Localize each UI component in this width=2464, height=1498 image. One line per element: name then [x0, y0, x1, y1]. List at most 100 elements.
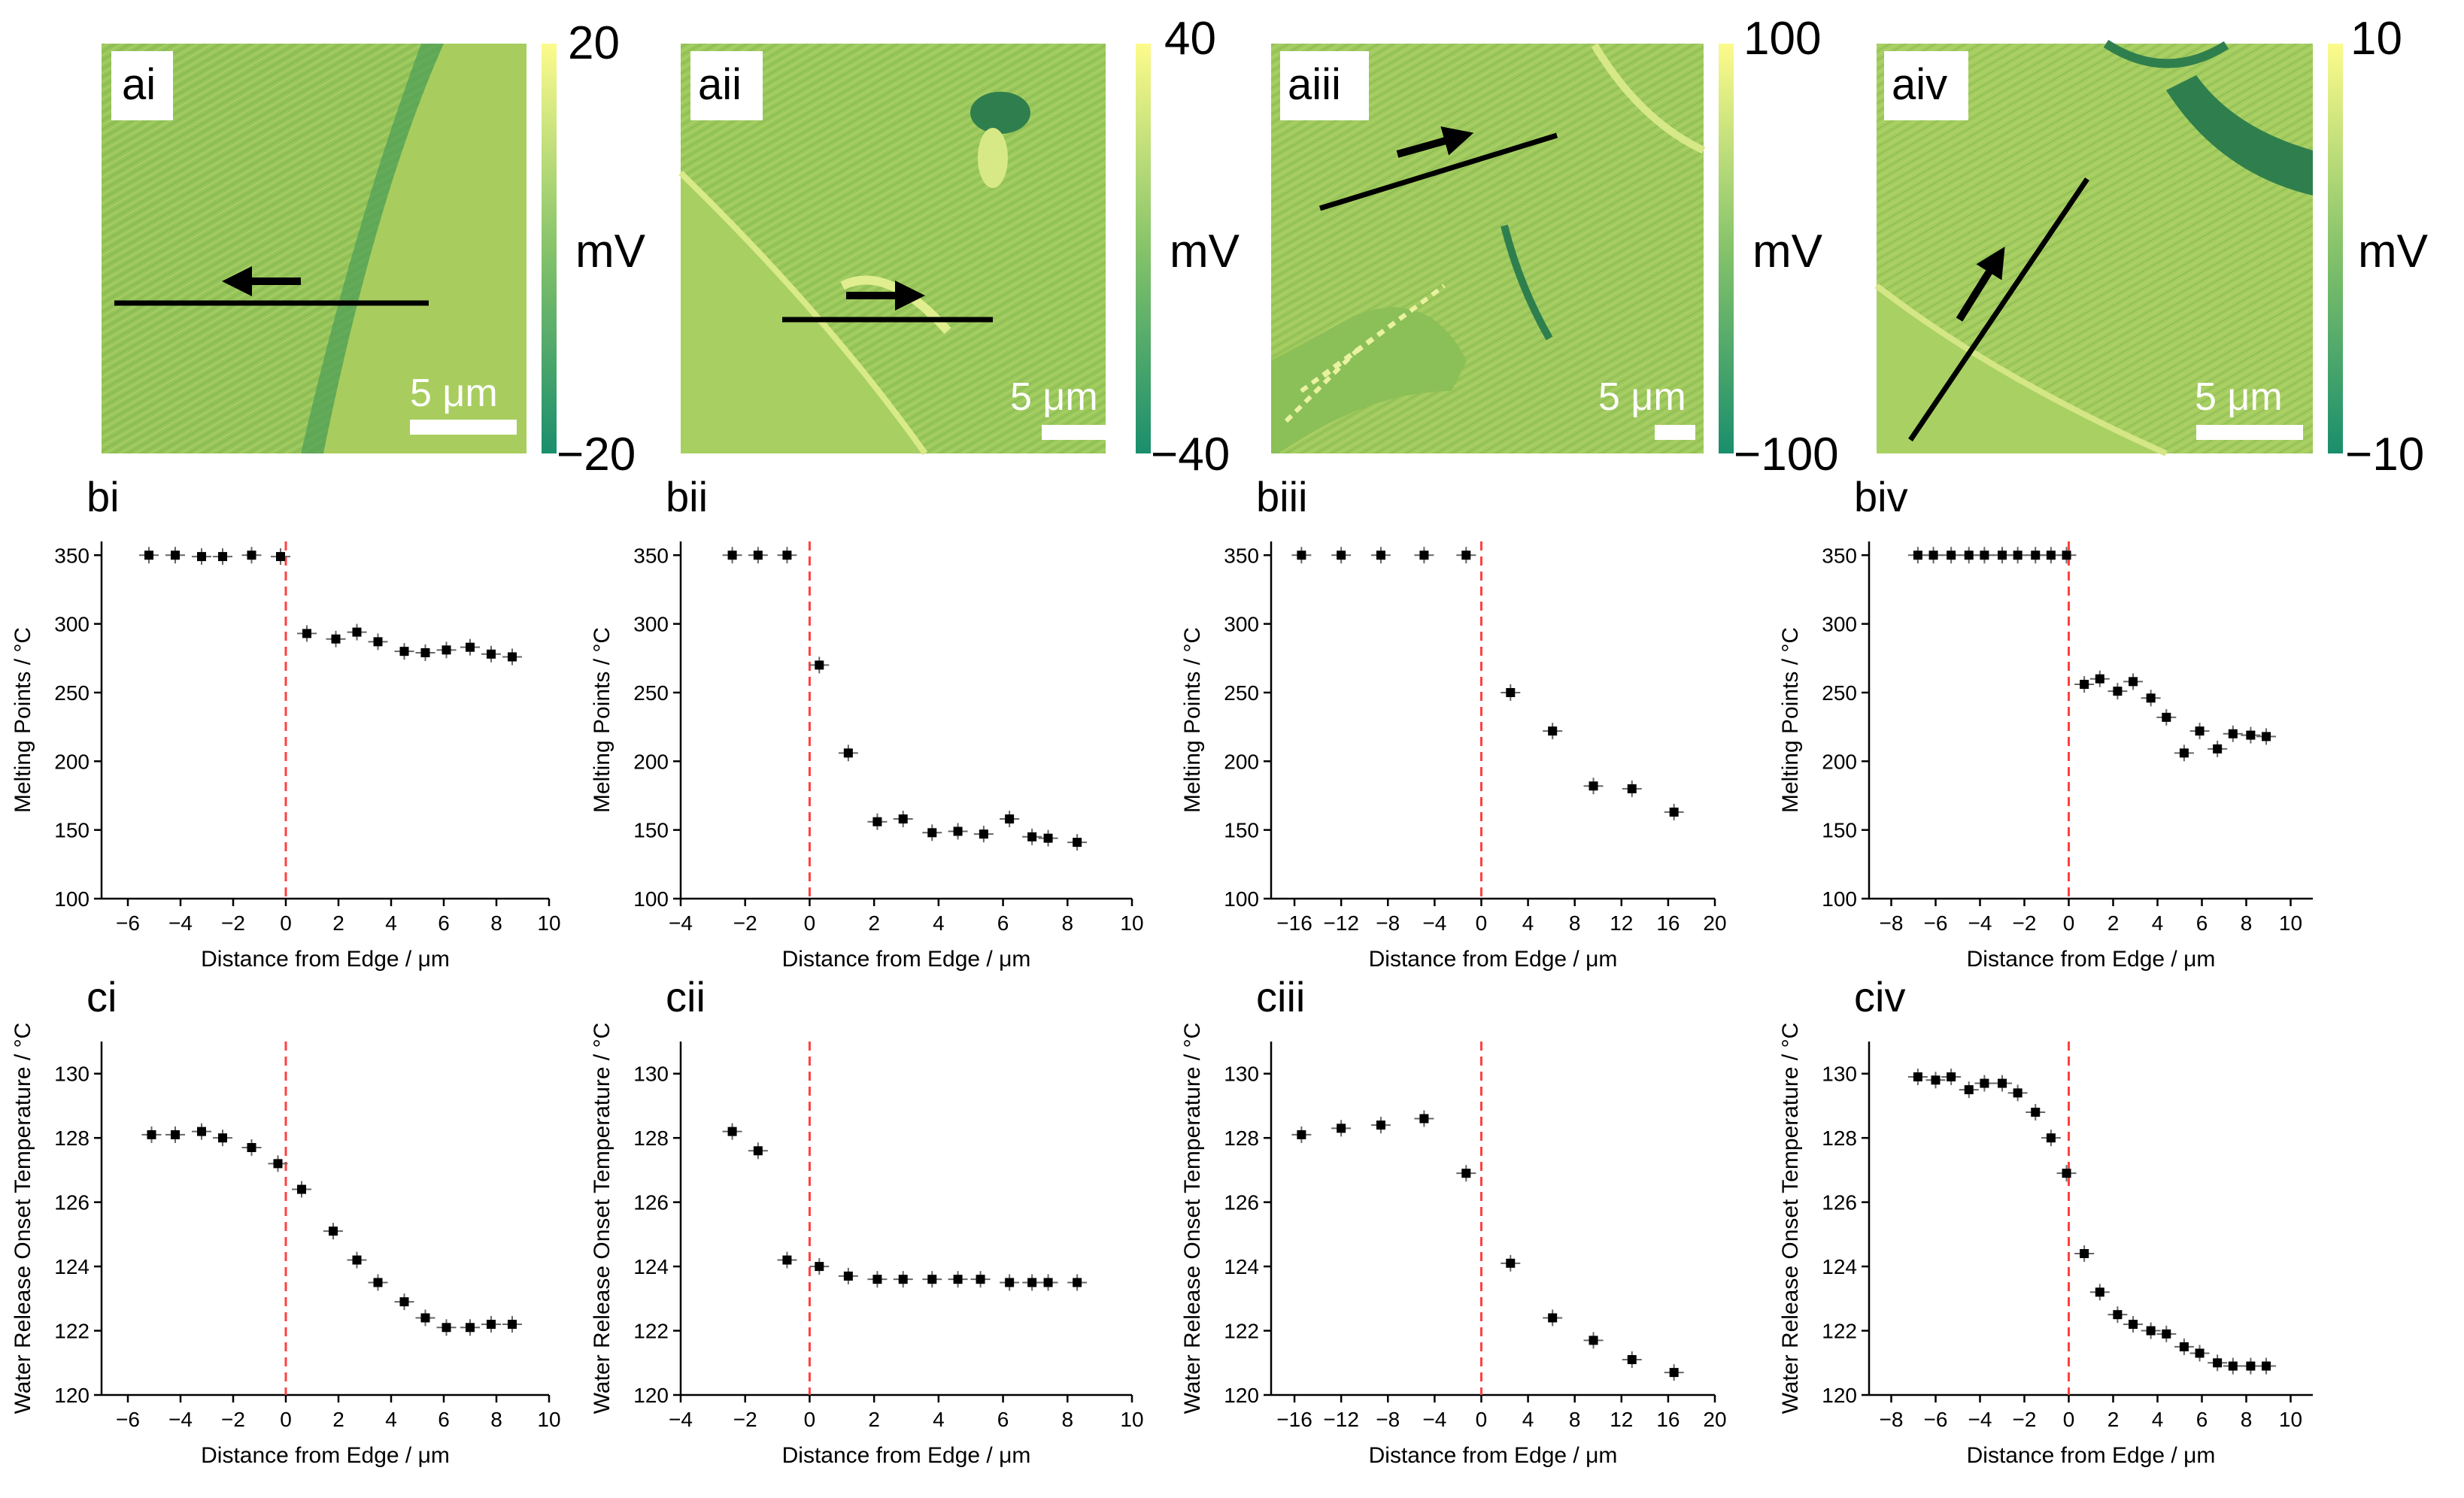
x-tick-label: 16 [1656, 1408, 1680, 1431]
colorbar-min: −40 [1151, 429, 1230, 481]
data-point [1589, 1336, 1598, 1345]
data-point [218, 552, 227, 562]
panel-label-ci: ci [86, 973, 117, 1020]
x-tick-label: 10 [537, 1408, 560, 1431]
x-tick-label: −4 [1422, 1408, 1446, 1431]
data-point [1376, 1120, 1385, 1130]
x-axis-label: Distance from Edge / μm [1967, 947, 2216, 972]
data-point [953, 1275, 963, 1284]
data-point [1913, 550, 1922, 560]
y-tick-label: 300 [1224, 613, 1259, 636]
data-point [2213, 744, 2223, 754]
x-tick-label: 6 [997, 911, 1009, 935]
x-tick-label: 20 [1703, 1408, 1726, 1431]
y-tick-label: 122 [633, 1320, 669, 1343]
chart-cii: cii −4 −2 0 2 4 6 8 10 120 122 124 126 128 130 Distance… [590, 973, 1144, 1468]
data-point [2113, 1310, 2123, 1320]
y-axis-label: Water Release Onset Temperature / °C [1778, 1023, 1803, 1415]
x-tick-label: 4 [1522, 1408, 1534, 1431]
x-tick-label: −4 [669, 1408, 693, 1431]
x-tick-label: 6 [438, 911, 450, 935]
x-tick-label: 8 [490, 911, 502, 935]
data-point [1419, 550, 1429, 560]
x-tick-label: 12 [1610, 1408, 1633, 1431]
data-point [2246, 730, 2256, 740]
x-tick-label: −8 [1376, 911, 1400, 935]
y-tick-label: 122 [54, 1320, 90, 1343]
chart-bi: bi −6 −4 −2 0 2 4 6 8 10 100 150 200 250 300 350 Distanc… [11, 473, 561, 972]
charts: bi−6 −4 −2 0 2 4 6 8 10100150200250300350Distanc… [11, 473, 2313, 1468]
x-tick-label: −2 [733, 911, 757, 935]
data-point [979, 829, 988, 839]
data-point [273, 1159, 283, 1169]
data-point [1043, 833, 1053, 843]
data-point [2262, 732, 2271, 741]
data-point [815, 660, 824, 670]
data-point [442, 1323, 451, 1333]
x-tick-label: 0 [804, 911, 816, 935]
data-point [1669, 1368, 1679, 1378]
panel-label-aii: aii [698, 60, 742, 109]
x-tick-label: 2 [2107, 911, 2120, 935]
x-tick-label: 8 [1569, 911, 1581, 935]
x-tick-label: 0 [1476, 911, 1488, 935]
data-point [508, 1320, 517, 1329]
x-tick-label: 10 [537, 911, 560, 935]
data-point [2162, 712, 2171, 722]
x-tick-label: −4 [1968, 1408, 1992, 1431]
data-point [2179, 748, 2189, 758]
data-point [1980, 1078, 1989, 1088]
data-point [1337, 550, 1346, 560]
data-point [1928, 550, 1938, 560]
y-tick-label: 100 [1224, 887, 1259, 911]
x-axis-label: Distance from Edge / μm [782, 1443, 1031, 1468]
data-point [2031, 1108, 2041, 1117]
chart-ci: ci −6 −4 −2 0 2 4 6 8 10 120 122 124 126 128 130 Distanc… [11, 973, 561, 1468]
x-tick-label: −4 [1422, 911, 1446, 935]
y-tick-label: 200 [633, 750, 669, 773]
scale-label: 5 μm [1010, 375, 1098, 419]
data-point [2195, 1348, 2205, 1358]
y-axis-label: Melting Points / °C [11, 627, 35, 813]
data-point [1005, 814, 1015, 824]
data-point [1506, 687, 1516, 697]
x-tick-label: 4 [1522, 911, 1534, 935]
x-tick-label: −4 [1968, 911, 1992, 935]
scale-label: 5 μm [410, 371, 498, 415]
y-tick-label: 100 [54, 887, 90, 911]
data-point [2228, 1361, 2238, 1371]
data-point [1461, 550, 1471, 560]
image-ai: ai 5 μm 20 mV −20 [102, 17, 646, 481]
data-point [1506, 1258, 1516, 1268]
colorbar [1719, 44, 1734, 453]
x-tick-label: 8 [1061, 911, 1073, 935]
x-tick-label: 0 [2063, 911, 2075, 935]
data-point [1947, 550, 1956, 560]
scale-label: 5 μm [1598, 375, 1686, 419]
data-point [218, 1133, 227, 1143]
panel-label-bii: bii [666, 473, 708, 520]
x-axis-label: Distance from Edge / μm [782, 947, 1031, 972]
data-point [2062, 1169, 2071, 1178]
y-tick-label: 124 [633, 1255, 669, 1278]
y-tick-label: 250 [1224, 681, 1259, 705]
data-point [782, 550, 792, 560]
y-tick-label: 126 [1822, 1191, 1857, 1214]
x-tick-label: 10 [1120, 911, 1143, 935]
data-point [487, 1320, 496, 1329]
colorbar-max: 10 [2350, 13, 2402, 65]
data-point [2146, 693, 2156, 703]
y-tick-label: 150 [633, 819, 669, 842]
data-point [297, 1184, 306, 1194]
y-tick-label: 130 [54, 1063, 90, 1086]
data-point [872, 1275, 882, 1284]
y-tick-label: 126 [1224, 1191, 1259, 1214]
x-tick-label: −8 [1880, 1408, 1904, 1431]
data-point [1297, 550, 1306, 560]
data-point [373, 1278, 383, 1287]
y-tick-label: 120 [1822, 1384, 1857, 1407]
panel-label-aiv: aiv [1892, 60, 1947, 109]
y-tick-label: 126 [54, 1191, 90, 1214]
data-point [2031, 550, 2041, 560]
y-tick-label: 124 [1224, 1255, 1259, 1278]
